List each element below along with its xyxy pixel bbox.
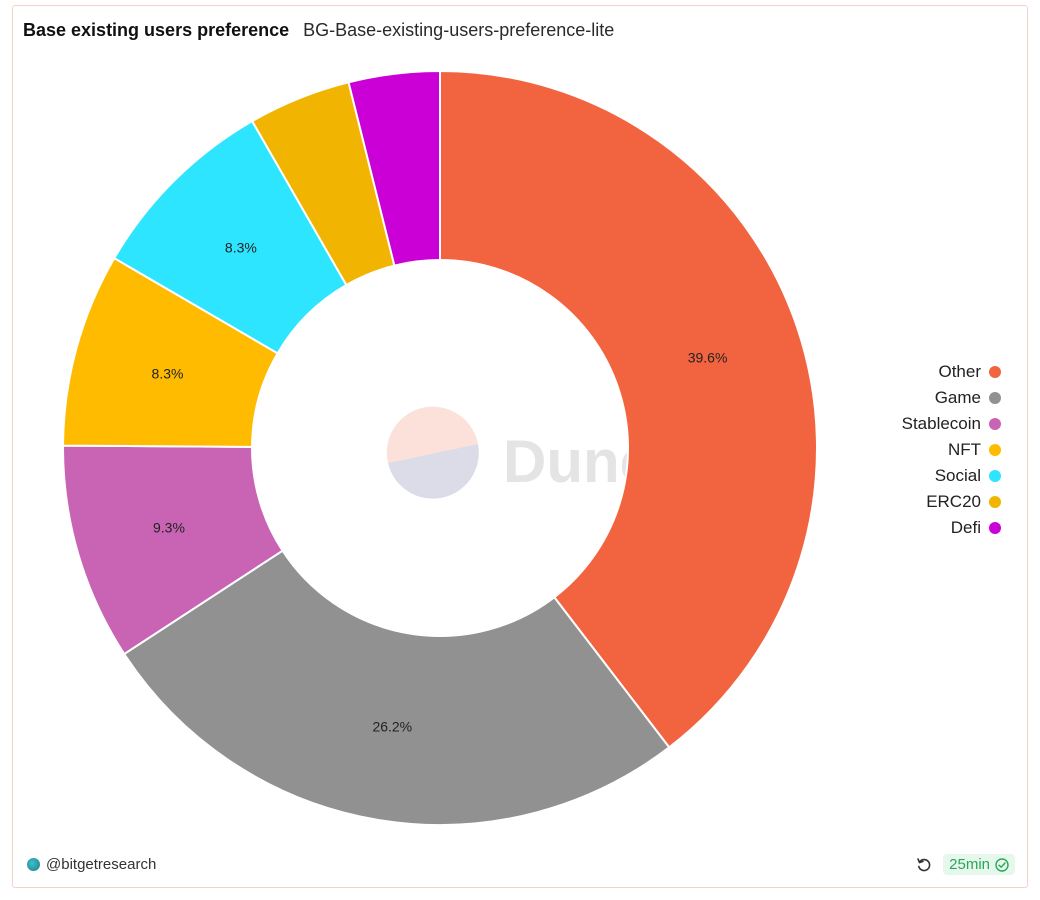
chart-header: Base existing users preference BG-Base-e… <box>23 20 614 44</box>
slice-label-stablecoin: 9.3% <box>153 520 185 536</box>
legend-swatch-icon <box>989 418 1001 430</box>
slice-labels: 39.6% 26.2% 9.3% 8.3% 8.3% <box>152 240 728 735</box>
chart-legend: Other Game Stablecoin NFT Social ERC20 Defi <box>902 362 1001 538</box>
legend-swatch-icon <box>989 366 1001 378</box>
author-handle[interactable]: @bitgetresearch <box>46 856 157 873</box>
legend-item-game[interactable]: Game <box>935 388 1001 408</box>
dune-watermark: Dune <box>386 406 653 499</box>
slice-label-nft: 8.3% <box>152 365 184 381</box>
slice-game[interactable] <box>122 549 671 826</box>
legend-label: NFT <box>947 440 981 459</box>
legend-item-other[interactable]: Other <box>938 362 1001 382</box>
check-circle-icon <box>995 857 1009 872</box>
slice-label-social: 8.3% <box>225 240 257 256</box>
freshness-badge: 25min <box>943 854 1015 875</box>
author-avatar-icon <box>27 858 40 871</box>
slice-other[interactable] <box>439 69 818 749</box>
pie-slices <box>62 69 818 826</box>
legend-item-erc20[interactable]: ERC20 <box>926 492 1001 512</box>
dune-logo-icon <box>386 406 479 499</box>
legend-label: Defi <box>950 518 981 537</box>
legend-swatch-icon <box>989 444 1001 456</box>
query-name[interactable]: BG-Base-existing-users-preference-lite <box>303 20 615 40</box>
author-attribution[interactable]: @bitgetresearch <box>27 856 156 873</box>
legend-label: Stablecoin <box>901 414 981 433</box>
legend-item-defi[interactable]: Defi <box>951 518 1001 538</box>
legend-swatch-icon <box>989 522 1001 534</box>
legend-label: Other <box>938 362 981 381</box>
chart-card: Base existing users preference BG-Base-e… <box>12 5 1028 888</box>
slice-label-game: 26.2% <box>372 718 412 734</box>
legend-swatch-icon <box>989 392 1001 404</box>
slice-defi[interactable] <box>347 69 441 267</box>
legend-swatch-icon <box>989 496 1001 508</box>
slice-label-other: 39.6% <box>688 349 728 365</box>
legend-label: Game <box>934 388 981 407</box>
legend-item-stablecoin[interactable]: Stablecoin <box>902 414 1001 434</box>
legend-label: ERC20 <box>926 492 981 511</box>
refresh-icon[interactable] <box>915 856 933 874</box>
legend-item-social[interactable]: Social <box>935 466 1001 486</box>
chart-title: Base existing users preference <box>23 20 290 40</box>
legend-swatch-icon <box>989 470 1001 482</box>
freshness-value: 25min <box>949 856 990 873</box>
legend-label: Social <box>934 466 981 485</box>
footer-status: 25min <box>915 854 1015 875</box>
legend-item-nft[interactable]: NFT <box>948 440 1001 460</box>
donut-chart: Dune 39.6% 26.2% 9.3% 8.3% 8.3% <box>62 69 818 826</box>
